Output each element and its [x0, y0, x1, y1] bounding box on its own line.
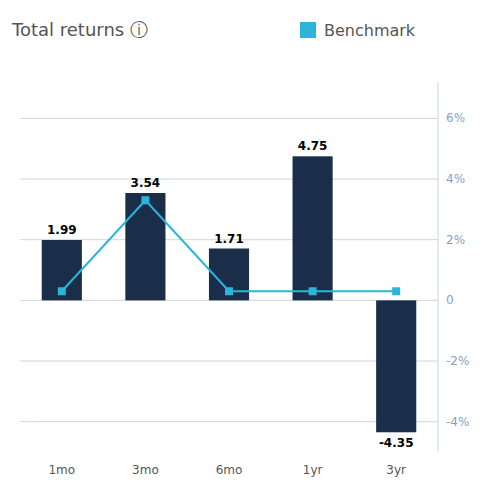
benchmark-marker: [58, 287, 66, 295]
y-tick-label: -4%: [446, 415, 469, 429]
bar: [125, 193, 165, 300]
benchmark-marker: [141, 196, 149, 204]
legend: Benchmark: [300, 21, 416, 40]
benchmark-line: [62, 200, 396, 291]
y-tick-label: 0: [446, 293, 454, 307]
data-label: 1.71: [214, 232, 244, 246]
x-tick-label: 1mo: [48, 463, 75, 477]
grid-line: [20, 118, 438, 119]
x-tick-label: 6mo: [216, 463, 243, 477]
data-label: 3.54: [131, 176, 161, 190]
title: Total returns ⓘ: [11, 19, 148, 40]
data-labels: 1.99 3.54 1.71 4.75 -4.35: [47, 139, 414, 450]
bar: [376, 300, 416, 432]
y-tick-label: 2%: [446, 233, 465, 247]
grid-line: [20, 179, 438, 180]
benchmark-marker: [392, 287, 400, 295]
plot-area: [42, 156, 417, 432]
chart: Total returns ⓘ Benchmark -4% -2% 0 2% 4% 6% 1.9…: [0, 0, 496, 501]
y-tick-label: -2%: [446, 354, 469, 368]
benchmark-marker: [309, 287, 317, 295]
grid-line: [20, 361, 438, 362]
bar: [293, 156, 333, 300]
data-label: 1.99: [47, 223, 77, 237]
x-tick-label: 1yr: [303, 463, 323, 477]
x-tick-label: 3mo: [132, 463, 159, 477]
bar: [42, 240, 82, 300]
y-axis: -4% -2% 0 2% 4% 6%: [20, 82, 469, 452]
data-label: 4.75: [298, 139, 328, 153]
legend-swatch: [300, 22, 316, 38]
x-axis: 1mo 3mo 6mo 1yr 3yr: [48, 463, 406, 477]
y-tick-label: 6%: [446, 111, 465, 125]
benchmark-marker: [225, 287, 233, 295]
legend-label: Benchmark: [324, 21, 416, 40]
bar: [209, 249, 249, 301]
x-tick-label: 3yr: [386, 463, 406, 477]
grid-line: [20, 421, 438, 422]
y-tick-label: 4%: [446, 172, 465, 186]
data-label: -4.35: [379, 436, 414, 450]
y-axis-line: [438, 82, 439, 452]
